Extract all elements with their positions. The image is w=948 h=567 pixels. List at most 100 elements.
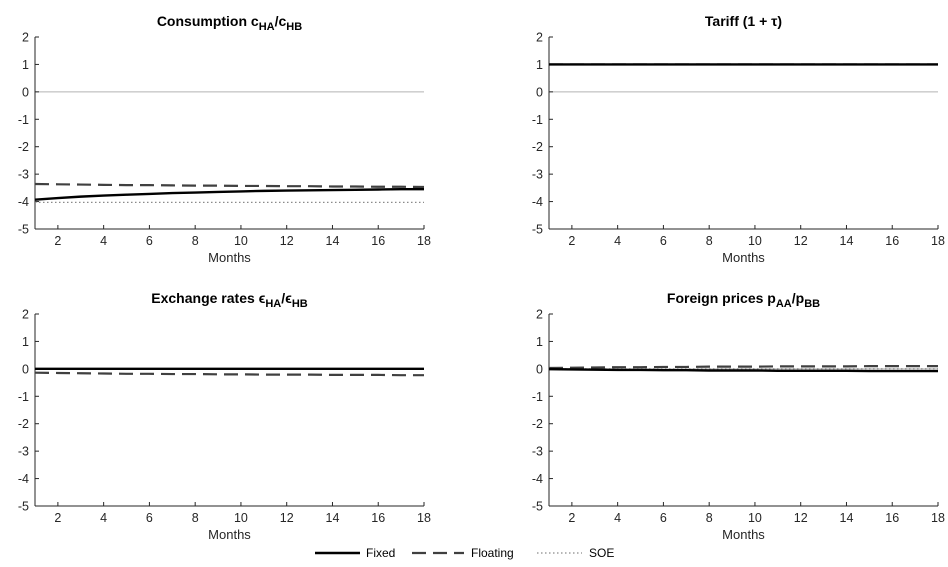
x-tick-label: 8 (192, 511, 199, 525)
y-tick-label: 0 (22, 362, 29, 376)
series-line-fixed (548, 367, 938, 373)
y-tick-label: -3 (18, 168, 29, 182)
x-tick-label: 6 (146, 511, 153, 525)
y-tick-label: -1 (532, 390, 543, 404)
title-part: Tariff (1 + τ) (705, 13, 782, 29)
legend-label: SOE (589, 546, 614, 560)
y-tick-label: -4 (532, 195, 543, 209)
x-tick-label: 14 (326, 511, 340, 525)
y-tick-label: -2 (532, 417, 543, 431)
x-tick-label: 18 (417, 511, 431, 525)
x-tick-label: 4 (614, 511, 621, 525)
title-part: /p (792, 290, 804, 306)
y-tick-label: -4 (532, 472, 543, 486)
legend: Fixed Floating SOE (315, 546, 614, 560)
y-tick-label: -5 (18, 223, 29, 237)
x-tick-label: 10 (234, 511, 248, 525)
y-tick-label: 0 (536, 362, 543, 376)
x-tick-label: 8 (192, 234, 199, 248)
title-part: AA (776, 298, 792, 310)
x-tick-label: 2 (54, 234, 61, 248)
y-tick-label: -1 (18, 390, 29, 404)
y-tick-label: -5 (532, 500, 543, 514)
series-line-fixed (34, 188, 424, 201)
chart-title: Exchange rates ϵHA/ϵHB (151, 290, 308, 310)
x-tick-label: 6 (660, 234, 667, 248)
y-tick-label: 0 (22, 85, 29, 99)
legend-label: Floating (471, 546, 514, 560)
x-tick-label: 6 (660, 511, 667, 525)
title-part: Foreign prices p (667, 290, 776, 306)
title-part: Consumption c (157, 13, 259, 29)
x-tick-label: 2 (568, 234, 575, 248)
title-part: HB (286, 21, 302, 33)
x-tick-label: 10 (234, 234, 248, 248)
series-line-floating (548, 365, 938, 370)
y-tick-label: -3 (532, 168, 543, 182)
x-tick-label: 2 (568, 511, 575, 525)
y-tick-label: -3 (18, 445, 29, 459)
x-tick-label: 2 (54, 511, 61, 525)
x-tick-label: 18 (931, 234, 945, 248)
y-tick-label: 2 (536, 31, 543, 45)
x-tick-label: 8 (706, 234, 713, 248)
x-axis-label: Months (722, 527, 765, 542)
x-axis-label: Months (722, 250, 765, 265)
y-tick-label: -3 (532, 445, 543, 459)
x-tick-label: 16 (371, 234, 385, 248)
x-tick-label: 16 (371, 511, 385, 525)
title-part: HA (265, 298, 281, 310)
y-tick-label: -5 (532, 223, 543, 237)
x-tick-label: 14 (326, 234, 340, 248)
x-tick-label: 12 (280, 234, 294, 248)
title-part: BB (804, 298, 820, 310)
x-tick-label: 10 (748, 511, 762, 525)
y-tick-label: 2 (22, 31, 29, 45)
x-axis-label: Months (208, 527, 251, 542)
chart-title: Foreign prices pAA/pBB (667, 290, 820, 310)
series-line-floating (34, 371, 424, 377)
y-tick-label: 1 (22, 335, 29, 349)
x-tick-label: 12 (794, 511, 808, 525)
x-axis-label: Months (208, 250, 251, 265)
legend-label: Fixed (366, 546, 395, 560)
y-tick-label: 2 (536, 308, 543, 322)
x-tick-label: 14 (840, 234, 854, 248)
x-tick-label: 10 (748, 234, 762, 248)
legend-item-fixed: Fixed (315, 546, 395, 560)
x-tick-label: 12 (794, 234, 808, 248)
y-tick-label: 0 (536, 85, 543, 99)
x-tick-label: 12 (280, 511, 294, 525)
y-tick-label: 1 (536, 58, 543, 72)
y-tick-label: -4 (18, 472, 29, 486)
chart-title: Tariff (1 + τ) (705, 13, 782, 29)
x-tick-label: 14 (840, 511, 854, 525)
y-tick-label: 1 (22, 58, 29, 72)
x-tick-label: 6 (146, 234, 153, 248)
y-tick-label: -1 (18, 113, 29, 127)
y-tick-label: -5 (18, 500, 29, 514)
y-tick-label: -4 (18, 195, 29, 209)
chart-title: Consumption cHA/cHB (157, 13, 302, 33)
x-tick-label: 16 (885, 234, 899, 248)
series-line-floating (34, 182, 425, 189)
title-part: Exchange rates ϵ (151, 290, 265, 306)
title-part: /ϵ (281, 290, 292, 306)
x-tick-label: 18 (417, 234, 431, 248)
title-part: /c (275, 13, 287, 29)
legend-item-soe: SOE (537, 546, 614, 560)
y-tick-label: -2 (18, 417, 29, 431)
x-tick-label: 4 (614, 234, 621, 248)
title-part: HA (259, 21, 275, 33)
x-tick-label: 8 (706, 511, 713, 525)
x-tick-label: 18 (931, 511, 945, 525)
y-tick-label: -1 (532, 113, 543, 127)
legend-item-floating: Floating (412, 546, 514, 560)
y-tick-label: 1 (536, 335, 543, 349)
x-tick-label: 16 (885, 511, 899, 525)
